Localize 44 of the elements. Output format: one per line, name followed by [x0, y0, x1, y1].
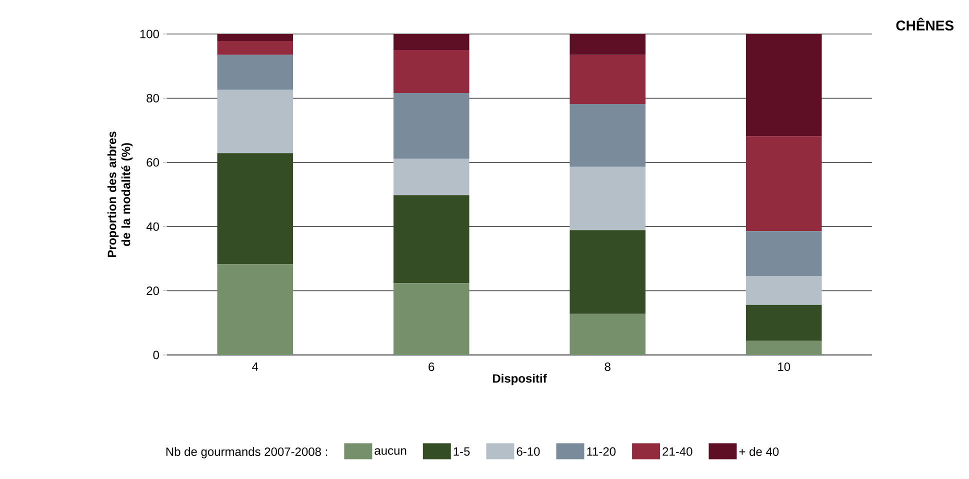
legend-label: 1-5	[454, 447, 470, 456]
x-tick-label: 8	[604, 362, 610, 372]
x-tick-label: 4	[252, 362, 258, 371]
bar	[570, 166, 646, 230]
y-tick-label: 80	[146, 94, 160, 102]
bar	[570, 314, 646, 355]
bar	[217, 90, 294, 154]
legend-label: aucun	[374, 448, 406, 455]
bar	[217, 54, 294, 90]
bar	[570, 34, 646, 55]
bar	[746, 304, 822, 341]
bar	[746, 34, 822, 136]
bar	[217, 41, 294, 55]
legend-label: 21-40	[662, 447, 692, 456]
bar	[217, 153, 294, 264]
x-tick-label: 6	[428, 362, 434, 372]
x-axis-title: Dispositif	[492, 374, 547, 386]
legend-title: Nb de gourmands 2007-2008 :	[166, 447, 328, 458]
bar	[393, 93, 470, 159]
y-tick-label: 40	[146, 222, 160, 231]
y-axis-title: Proportion des arbres de la modalité (%)	[107, 132, 133, 258]
bar	[570, 230, 646, 314]
bar	[217, 264, 294, 355]
bar	[393, 195, 470, 284]
y-tick-label: 0	[153, 350, 160, 360]
legend-label: + de 40	[739, 447, 779, 456]
bar	[746, 136, 822, 232]
y-tick-label: 20	[146, 286, 160, 296]
legend-label: 6-10	[516, 447, 540, 456]
bar	[393, 34, 470, 50]
bar	[746, 276, 822, 305]
bar	[746, 340, 822, 355]
bar	[393, 158, 470, 196]
bar	[217, 34, 294, 42]
bar	[746, 231, 822, 276]
legend-label: 11-20	[587, 447, 616, 456]
text: CHÊNES	[896, 18, 954, 30]
y-tick-label: 100	[140, 30, 160, 38]
bar	[393, 50, 470, 94]
x-tick-label: 10	[778, 362, 790, 372]
bar	[570, 104, 646, 167]
bar	[393, 283, 470, 355]
y-tick-label: 60	[146, 158, 160, 167]
bar	[570, 54, 646, 104]
